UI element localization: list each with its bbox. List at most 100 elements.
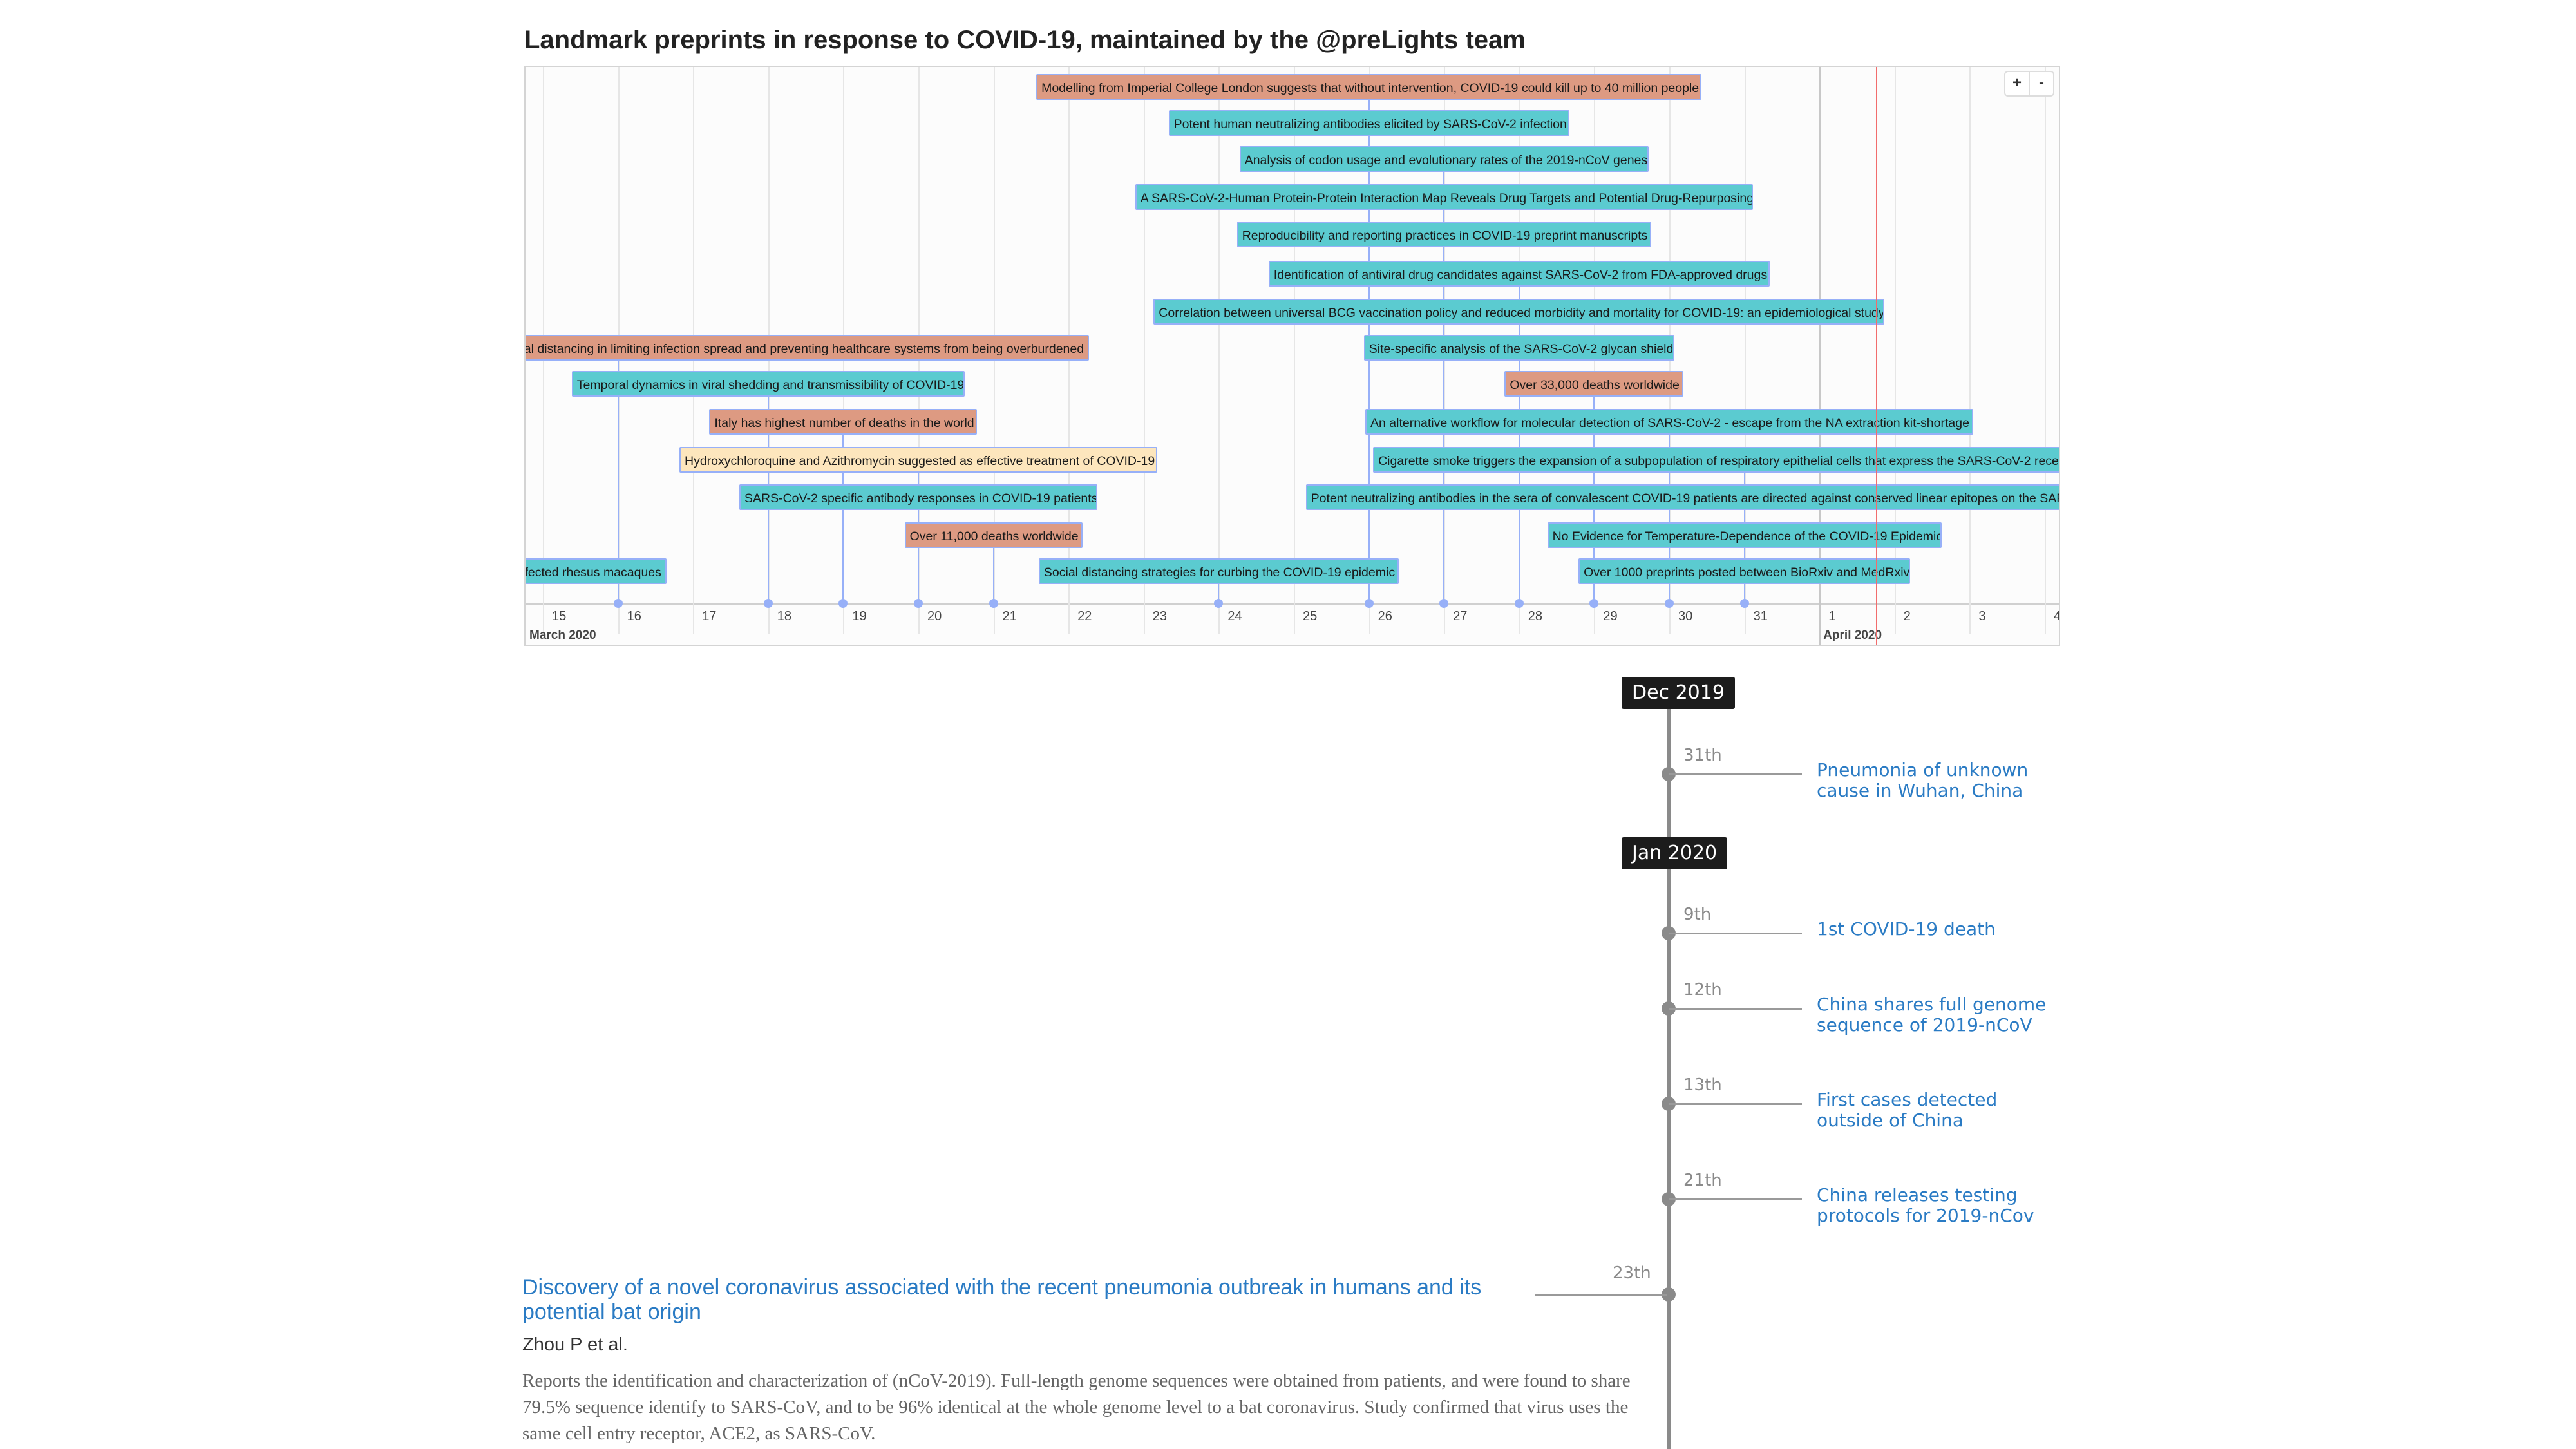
- event-day: 31th: [1683, 746, 1722, 765]
- time-axis: [526, 603, 2059, 605]
- timeline-item-preprint[interactable]: Reproducibility and reporting practices …: [1236, 222, 1651, 247]
- timeline-item-event[interactable]: Modelling from Imperial College London s…: [1036, 74, 1702, 100]
- axis-tick-label: 26: [1378, 609, 1392, 623]
- timeline-dot: [1662, 1192, 1676, 1206]
- axis-tick-label: 1: [1828, 609, 1836, 623]
- axis-tick-label: 23: [1152, 609, 1168, 623]
- axis-tick-label: 27: [1453, 609, 1468, 623]
- axis-dot: [1514, 599, 1524, 608]
- preprint-timeline-chart[interactable]: 15161718192021222324252627282930311234Ma…: [524, 66, 2060, 646]
- timeline-connector: [1669, 1008, 1802, 1010]
- timeline-connector: [1669, 773, 1802, 775]
- timeline-dot: [1662, 1001, 1676, 1016]
- timeline-item-preprint[interactable]: Potent human neutralizing antibodies eli…: [1168, 110, 1569, 136]
- axis-tick-label: 24: [1227, 609, 1242, 623]
- timeline-item-event[interactable]: Over 33,000 deaths worldwide: [1504, 371, 1684, 397]
- item-connector: [617, 361, 619, 603]
- event-title-link[interactable]: 1st COVID-19 death: [1817, 918, 1996, 940]
- axis-tick-label: 25: [1303, 609, 1318, 623]
- paper-title-link[interactable]: Discovery of a novel coronavirus associa…: [522, 1275, 1482, 1324]
- item-connector: [1669, 435, 1670, 603]
- gridline: [1819, 67, 1821, 645]
- timeline-item-event[interactable]: Over 11,000 deaths worldwide: [904, 522, 1083, 548]
- event-title-link[interactable]: Pneumonia of unknown cause in Wuhan, Chi…: [1817, 759, 2029, 801]
- timeline-item-preprint[interactable]: Social distancing strategies for curbing…: [1038, 558, 1399, 584]
- gridline: [1294, 67, 1295, 634]
- timeline-item-preprint[interactable]: Cigarette smoke triggers the expansion o…: [1373, 447, 2059, 473]
- gridline: [1894, 67, 1896, 634]
- timeline-connector: [1669, 1198, 1802, 1200]
- timeline-item-preprint[interactable]: Site-specific analysis of the SARS-CoV-2…: [1363, 335, 1674, 361]
- page-title: Landmark preprints in response to COVID-…: [524, 26, 1526, 54]
- axis-dot: [1364, 599, 1374, 608]
- gridline: [1969, 67, 1971, 634]
- timeline-item-preprint[interactable]: fected rhesus macaques: [526, 558, 667, 584]
- axis-dot: [1739, 599, 1749, 608]
- axis-tick-label: 20: [927, 609, 942, 623]
- axis-month-label: April 2020: [1823, 629, 1882, 642]
- axis-tick-label: 31: [1753, 609, 1768, 623]
- timeline-item-preprint[interactable]: No Evidence for Temperature-Dependence o…: [1547, 522, 1942, 548]
- item-connector: [992, 548, 994, 603]
- axis-tick-label: 30: [1678, 609, 1693, 623]
- month-label-dec-2019: Dec 2019: [1622, 677, 1735, 709]
- item-connector: [1518, 361, 1520, 603]
- zoom-out-button[interactable]: -: [2039, 74, 2044, 91]
- zoom-controls: + -: [2004, 71, 2054, 97]
- gridline: [2045, 67, 2046, 634]
- axis-tick-label: 29: [1603, 609, 1618, 623]
- axis-tick-label: 21: [1002, 609, 1017, 623]
- axis-tick-label: 4: [2054, 609, 2059, 624]
- current-time-line: [1875, 67, 1877, 645]
- event-day: 13th: [1683, 1075, 1722, 1095]
- event-title-link[interactable]: China shares full genome sequence of 201…: [1817, 994, 2047, 1036]
- timeline-item-preprint[interactable]: SARS-CoV-2 specific antibody responses i…: [739, 484, 1097, 510]
- timeline-item-preprint[interactable]: A SARS-CoV-2-Human Protein-Protein Inter…: [1135, 184, 1753, 210]
- timeline-item-event[interactable]: Italy has highest number of deaths in th…: [709, 409, 978, 435]
- axis-tick-label: 18: [777, 609, 792, 623]
- event-day: 21th: [1683, 1171, 1722, 1190]
- axis-dot: [1439, 599, 1449, 608]
- timeline-item-preprint[interactable]: An alternative workflow for molecular de…: [1365, 409, 1973, 435]
- timeline-dot: [1662, 1097, 1676, 1111]
- axis-dot: [1589, 599, 1599, 608]
- gridline: [1218, 67, 1220, 634]
- event-title-link[interactable]: China releases testing protocols for 201…: [1817, 1184, 2034, 1226]
- month-label-jan-2020: Jan 2020: [1622, 837, 1728, 869]
- event-day: 23th: [1613, 1264, 1651, 1283]
- timeline-item-preprint[interactable]: Temporal dynamics in viral shedding and …: [571, 371, 965, 397]
- event-title-link[interactable]: First cases detected outside of China: [1817, 1089, 1998, 1131]
- timeline-item-preprint[interactable]: Potent neutralizing antibodies in the se…: [1305, 484, 2059, 510]
- axis-dot: [838, 599, 848, 608]
- timeline-item-highlight[interactable]: Hydroxychloroquine and Azithromycin sugg…: [679, 447, 1157, 473]
- timeline-connector: [1669, 933, 1802, 934]
- timeline-item-event[interactable]: al distancing in limiting infection spre…: [526, 335, 1090, 361]
- item-connector: [1218, 584, 1220, 603]
- axis-dot: [914, 599, 923, 608]
- paper-authors: Zhou P et al.: [522, 1334, 628, 1355]
- timeline-dot: [1662, 767, 1676, 781]
- item-connector: [1368, 136, 1370, 603]
- timeline-item-preprint[interactable]: Over 1000 preprints posted between BioRx…: [1578, 558, 1911, 584]
- timeline-connector: [1535, 1294, 1667, 1296]
- timeline-connector: [1669, 1103, 1802, 1105]
- timeline-dot: [1662, 1287, 1676, 1302]
- vertical-timeline-line: [1667, 708, 1671, 1449]
- gridline: [1744, 67, 1746, 634]
- paper-abstract: Reports the identification and character…: [522, 1370, 1631, 1444]
- timeline-item-preprint[interactable]: Identification of antiviral drug candida…: [1268, 261, 1770, 287]
- axis-month-label: March 2020: [529, 629, 596, 642]
- axis-tick-label: 2: [1903, 609, 1911, 623]
- timeline-item-preprint[interactable]: Analysis of codon usage and evolutionary…: [1239, 146, 1649, 172]
- axis-tick-label: 17: [702, 609, 717, 623]
- zoom-in-button[interactable]: +: [2005, 72, 2030, 95]
- item-connector: [1743, 584, 1745, 603]
- axis-tick-label: 19: [852, 609, 867, 623]
- timeline-dot: [1662, 926, 1676, 940]
- timeline-item-preprint[interactable]: Correlation between universal BCG vaccin…: [1153, 299, 1885, 325]
- axis-dot: [1214, 599, 1224, 608]
- axis-tick-label: 16: [627, 609, 641, 623]
- axis-tick-label: 22: [1077, 609, 1092, 623]
- axis-tick-label: 15: [552, 609, 567, 623]
- event-day: 12th: [1683, 980, 1722, 999]
